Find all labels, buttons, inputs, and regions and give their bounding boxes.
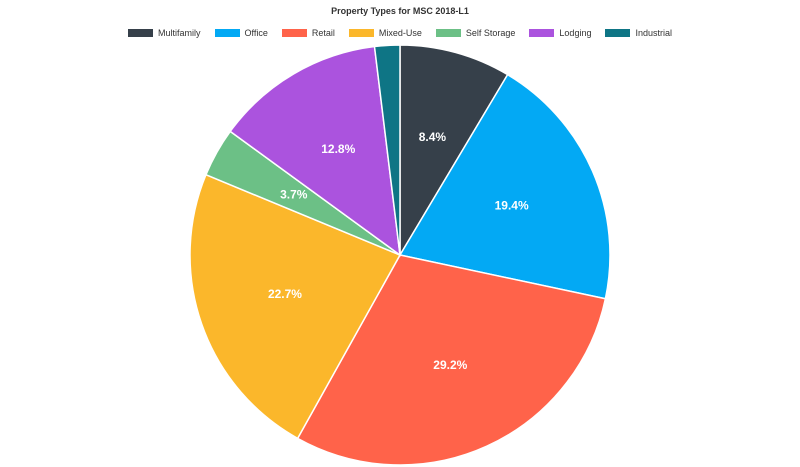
chart-title: Property Types for MSC 2018-L1 [331, 6, 469, 16]
legend-label-office: Office [244, 28, 268, 38]
data-label-office: 19.4% [495, 198, 529, 212]
data-label-retail: 29.2% [433, 358, 467, 372]
legend-label-multifamily: Multifamily [158, 28, 201, 38]
legend-item-retail[interactable]: Retail [281, 28, 335, 38]
pie-slice-industrial[interactable] [373, 44, 401, 256]
legend-item-office[interactable]: Office [214, 28, 268, 38]
legend-item-multifamily[interactable]: Multifamily [128, 28, 201, 38]
pie-slice-retail[interactable] [296, 254, 607, 466]
legend-label-mixed-use: Mixed-Use [378, 28, 422, 38]
legend-swatch-office [214, 29, 240, 37]
legend-swatch-mixed-use [348, 29, 374, 37]
data-label-mixed-use: 22.7% [268, 287, 302, 301]
data-label-self-storage: 3.7% [280, 188, 308, 202]
legend-label-lodging: Lodging [559, 28, 592, 38]
legend-item-mixed-use[interactable]: Mixed-Use [348, 28, 422, 38]
pie-slice-mixed-use[interactable] [189, 173, 402, 440]
legend-swatch-lodging [529, 29, 555, 37]
legend-label-self-storage: Self Storage [465, 28, 516, 38]
data-label-lodging: 12.8% [321, 142, 355, 156]
legend-swatch-self-storage [435, 29, 461, 37]
legend-swatch-multifamily [128, 29, 153, 37]
legend-item-self-storage[interactable]: Self Storage [435, 28, 516, 38]
legend-swatch-retail [281, 29, 307, 37]
legend-item-lodging[interactable]: Lodging [529, 28, 591, 38]
legend-item-industrial[interactable]: Industrial [605, 28, 672, 38]
pie-slice-office[interactable] [398, 73, 611, 300]
pie-slice-lodging[interactable] [229, 45, 401, 257]
legend-label-industrial: Industrial [635, 28, 672, 38]
legend-swatch-industrial [605, 29, 631, 37]
data-label-multifamily: 8.4% [419, 130, 447, 144]
pie-slice-multifamily[interactable] [399, 44, 509, 258]
legend-label-retail: Retail [311, 28, 335, 38]
chart-legend: Multifamily Office Retail Mixed-Use Self Sto… [0, 28, 800, 38]
